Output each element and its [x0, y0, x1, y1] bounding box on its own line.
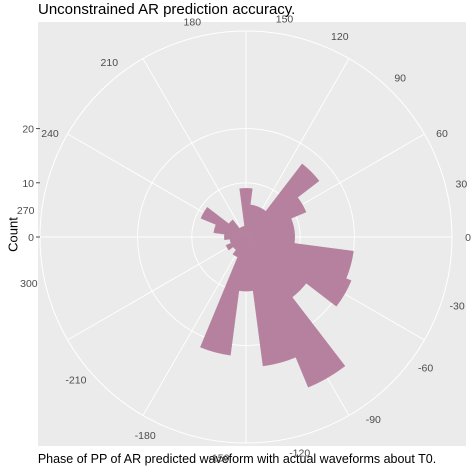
angle-tick-label: -210	[65, 375, 86, 387]
grid-spoke	[67, 236, 247, 341]
angle-tick-label: -60	[418, 363, 433, 375]
x-axis-label: Phase of PP of AR predicted waveform wit…	[37, 452, 437, 466]
angle-tick-label: 150	[276, 13, 294, 25]
angle-tick-label: -150	[208, 452, 229, 464]
grid-spoke	[142, 236, 247, 416]
y-tick-label: 10	[22, 178, 34, 190]
bar-wedge	[239, 236, 247, 254]
angle-tick-label: -120	[289, 447, 310, 459]
angle-tick-label: 30	[456, 178, 468, 190]
bar-wedge	[200, 207, 247, 238]
chart-title: Unconstrained AR prediction accuracy.	[38, 1, 296, 18]
bar-wedge	[200, 236, 247, 356]
bar-wedge	[245, 236, 352, 307]
bar-wedge	[245, 236, 354, 279]
angle-tick-label: 60	[436, 128, 448, 140]
bar-wedge	[245, 163, 320, 238]
bar-wedge	[239, 188, 253, 238]
angle-tick-label: 300	[20, 278, 38, 290]
bar-wedge	[245, 236, 346, 388]
angle-tick-label: 120	[331, 31, 349, 43]
angle-tick-label: 210	[101, 57, 119, 69]
angle-tick-labels: 1501209060300-30-60-90-120-150-180-21030…	[17, 13, 471, 464]
angle-tick-label: 0	[465, 232, 471, 244]
bar-wedge	[213, 224, 247, 238]
angle-tick-label: -30	[450, 301, 465, 313]
bar-wedge	[225, 236, 247, 251]
grid-circle	[137, 128, 355, 346]
grid-spoke	[245, 58, 350, 238]
angle-tick-label: 180	[184, 17, 202, 29]
angle-tick-label: 270	[17, 205, 35, 217]
y-tick-label: 20	[22, 124, 34, 136]
y-axis: 0 10 20	[22, 124, 40, 244]
y-tick-label: 0	[28, 232, 34, 244]
angle-tick-label: 240	[41, 128, 59, 140]
grid-spoke	[142, 58, 247, 238]
bars-layer	[200, 163, 354, 388]
bar-wedge	[224, 233, 247, 241]
angle-tick-label: 90	[394, 72, 406, 84]
angle-tick-label: -180	[135, 430, 156, 442]
angle-tick-label: -90	[366, 414, 381, 426]
